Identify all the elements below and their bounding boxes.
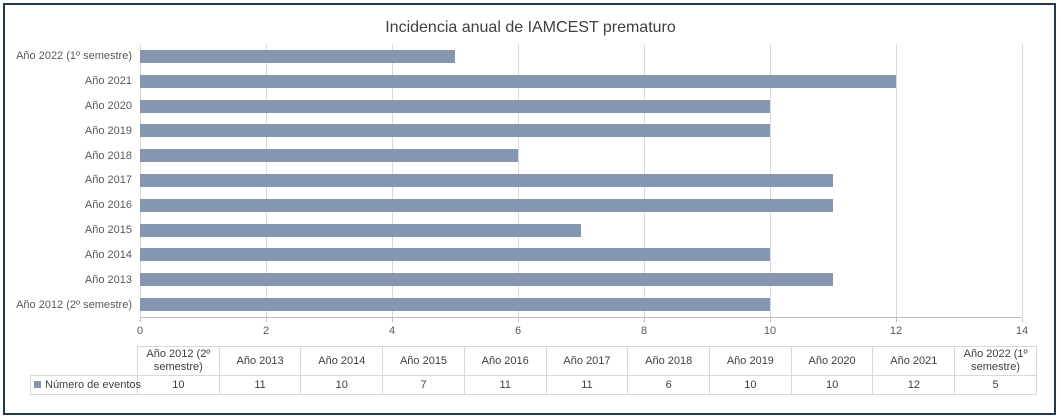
series-label-cell: Número de eventos	[30, 375, 141, 396]
bar-row	[140, 118, 1022, 143]
x-axis-tick	[896, 318, 897, 322]
bar	[140, 223, 581, 237]
bar	[140, 149, 518, 163]
x-axis-tick	[644, 318, 645, 322]
data-table-header-cell: Año 2021	[872, 345, 956, 377]
data-table-header-cell: Año 2017	[545, 345, 629, 377]
data-table-value-cell: 6	[627, 375, 711, 396]
y-axis-label: Año 2013	[84, 273, 132, 286]
x-axis-tick	[1022, 318, 1023, 322]
data-table-header-cell: Año 2016	[463, 345, 547, 377]
x-axis-tick-label: 2	[262, 325, 270, 337]
x-axis-tick-label: 0	[136, 325, 144, 337]
bar-row	[140, 69, 1022, 94]
chart-title: Incidencia anual de IAMCEST prematuro	[385, 19, 676, 36]
x-axis-tick-label: 6	[514, 325, 522, 337]
data-table-value-cell: 10	[790, 375, 874, 396]
bar-row	[140, 143, 1022, 168]
bar	[140, 273, 833, 287]
bar-row	[140, 243, 1022, 268]
y-axis-label: Año 2015	[84, 224, 132, 237]
data-table-value-cell: 12	[872, 375, 956, 396]
data-table-header-cell: Año 2013	[218, 345, 302, 377]
x-axis-tick-label: 8	[640, 325, 648, 337]
y-axis-label: Año 2017	[84, 174, 132, 187]
data-table-value-cell: 10	[300, 375, 384, 396]
x-axis: 0 2 4 6 8 10 12 14	[136, 318, 1028, 342]
series-name-label: Número de eventos	[45, 378, 141, 391]
x-axis-tick-label: 10	[763, 325, 777, 337]
x-axis-tick	[266, 318, 267, 322]
x-axis-tick	[392, 318, 393, 322]
data-table-header-cell: Año 2015	[382, 345, 465, 377]
y-axis-label: Año 2019	[84, 124, 132, 137]
y-axis-label: Año 2014	[84, 248, 132, 261]
data-table-value-cell: 5	[954, 375, 1037, 396]
x-axis-tick-label: 4	[388, 325, 396, 337]
y-axis-label: Año 2016	[84, 199, 132, 212]
data-table-value-cell: 11	[545, 375, 629, 396]
x-axis-tick	[770, 318, 771, 322]
bar-row	[140, 94, 1022, 119]
y-axis-label: Año 2020	[84, 100, 132, 113]
bar	[140, 74, 896, 88]
y-axis-labels: Año 2022 (1º semestre) Año 2021 Año 2020 Añ…	[0, 44, 132, 317]
plot-area	[140, 44, 1023, 318]
bar	[140, 99, 770, 113]
data-table: Año 2012 (2º semestre) Año 2013 Año 2014 Añ…	[30, 345, 1037, 396]
bar	[140, 198, 833, 212]
data-table-header-cell: Año 2022 (1º semestre)	[954, 345, 1037, 377]
y-axis-label: Año 2018	[84, 149, 132, 162]
bar-row	[140, 193, 1022, 218]
data-table-value-cell: 10	[137, 375, 220, 396]
y-axis-label: Año 2022 (1º semestre)	[16, 50, 132, 63]
bar-row	[140, 218, 1022, 243]
bar	[140, 49, 455, 63]
data-table-header-cell: Año 2014	[300, 345, 384, 377]
x-axis-tick-label: 12	[889, 325, 903, 337]
data-table-value-cell: 10	[709, 375, 792, 396]
x-axis-tick	[518, 318, 519, 322]
y-axis-label: Año 2021	[84, 75, 132, 88]
bar-row	[140, 44, 1022, 69]
data-table-header-cell: Año 2020	[790, 345, 874, 377]
bar	[140, 124, 770, 138]
gridline	[896, 44, 897, 317]
x-axis-tick-label: 14	[1015, 325, 1029, 337]
gridline	[1022, 44, 1023, 317]
data-table-header-cell: Año 2012 (2º semestre)	[137, 345, 220, 377]
bar-row	[140, 292, 1022, 317]
y-axis-label: Año 2012 (2º semestre)	[16, 298, 132, 311]
bar	[140, 298, 770, 312]
data-table-value-cell: 11	[218, 375, 302, 396]
data-table-corner	[31, 347, 138, 376]
bar-row	[140, 168, 1022, 193]
legend-marker-icon	[34, 381, 41, 389]
data-table-value-cell: 7	[382, 375, 465, 396]
data-table-header-cell: Año 2018	[627, 345, 711, 377]
bar-row	[140, 267, 1022, 292]
data-table-value-cell: 11	[463, 375, 547, 396]
data-table-header-cell: Año 2019	[709, 345, 792, 377]
bar	[140, 173, 833, 187]
bar	[140, 248, 770, 262]
x-axis-tick	[140, 318, 141, 322]
